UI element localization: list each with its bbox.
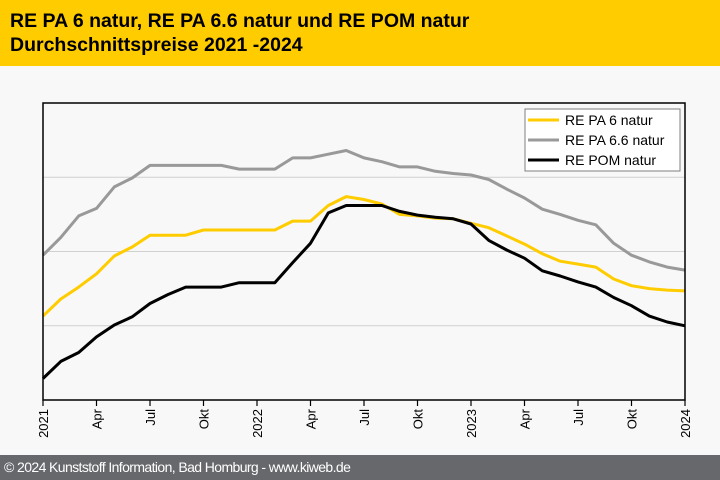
x-tick-label: Jul — [143, 409, 158, 426]
chart-subtitle: Durchschnittspreise 2021 -2024 — [10, 34, 303, 56]
x-tick-label: Apr — [518, 408, 533, 429]
legend: RE PA 6 natur RE PA 6.6 natur RE POM natur — [524, 108, 681, 172]
x-tick-label: Okt — [411, 409, 426, 430]
x-tick-label: Okt — [197, 409, 212, 430]
footer: © 2024 Kunststoff Information, Bad Hombu… — [0, 455, 720, 480]
x-tick-label: Apr — [304, 408, 319, 429]
chart-header: RE PA 6 natur, RE PA 6.6 natur und RE PO… — [0, 0, 720, 66]
x-tick-label: 2022 — [250, 409, 265, 438]
legend-label: RE PA 6 natur — [565, 112, 653, 128]
series-line-re-pa-6-natur — [41, 195, 686, 318]
x-tick-label: 2021 — [36, 409, 51, 438]
x-axis: 2021 Apr Jul Okt 2022 Apr Jul Okt 2023 Apr Jul Okt 2… — [36, 400, 693, 438]
x-tick-label: Apr — [90, 408, 105, 429]
series-line-re-pom-natur — [41, 204, 686, 380]
x-tick-label: Okt — [625, 409, 640, 430]
copyright-text: © 2024 Kunststoff Information, Bad Hombu… — [4, 459, 351, 475]
x-tick-label: Jul — [357, 409, 372, 426]
chart-title-line1: RE PA 6 natur, RE PA 6.6 natur und RE PO… — [10, 10, 470, 32]
x-tick-label: 2024 — [678, 409, 693, 438]
x-tick-label: Jul — [571, 409, 586, 426]
series-layer — [41, 149, 686, 380]
line-chart: 2021 Apr Jul Okt 2022 Apr Jul Okt 2023 Apr Jul Okt 2… — [36, 102, 693, 438]
x-tick-label: 2023 — [464, 409, 479, 438]
legend-label: RE PA 6.6 natur — [565, 132, 665, 148]
legend-label: RE POM natur — [565, 152, 656, 168]
series-line-re-pa-6-6-natur — [41, 149, 686, 272]
